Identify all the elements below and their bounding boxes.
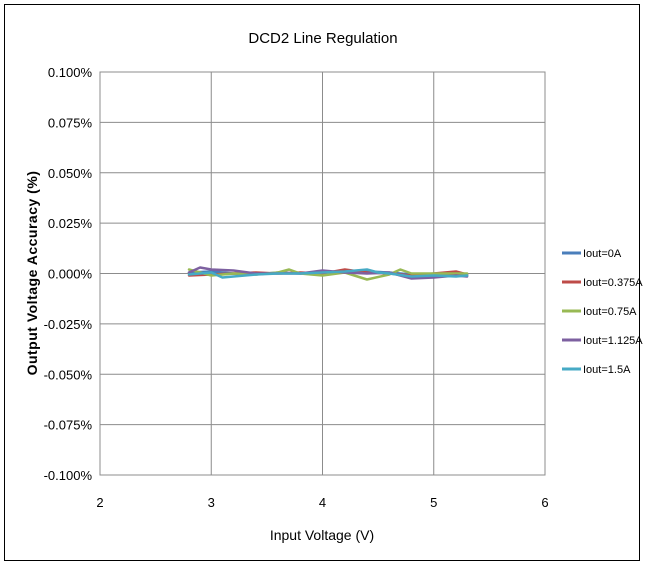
chart-title: DCD2 Line Regulation (248, 30, 397, 47)
plot-area (99, 71, 546, 476)
x-tick-label: 2 (96, 495, 103, 510)
legend-label: Iout=1.5A (583, 364, 631, 376)
y-tick-label: -0.050% (44, 367, 93, 382)
y-tick-label: 0.100% (48, 65, 93, 80)
series-line-3 (187, 268, 469, 281)
plot-border (99, 71, 546, 476)
y-tick-label: -0.075% (44, 418, 93, 433)
y-tick-label: 0.025% (48, 216, 93, 231)
x-axis-label: Input Voltage (V) (270, 527, 374, 543)
y-axis-label: Output Voltage Accuracy (%) (24, 171, 40, 376)
legend: Iout=0A Iout=0.375A Iout=0.75A Iout=1.125A I… (562, 248, 643, 376)
y-tick-label: 0.050% (48, 166, 93, 181)
x-tick-label: 3 (208, 495, 215, 510)
x-tick-label: 5 (430, 495, 437, 510)
series-lines (187, 266, 469, 281)
legend-label: Iout=0.75A (583, 306, 637, 318)
legend-label: Iout=1.125A (583, 335, 643, 347)
series-line-4 (187, 266, 469, 280)
legend-label: Iout=0A (583, 248, 622, 260)
x-tick-label: 6 (541, 495, 548, 510)
y-tick-labels: 0.100% 0.075% 0.050% 0.025% 0.000% -0.025% -0.… (44, 65, 93, 483)
x-tick-labels: 2 3 4 5 6 (96, 495, 548, 510)
y-tick-label: 0.000% (48, 267, 93, 282)
y-tick-label: -0.025% (44, 317, 93, 332)
x-tick-label: 4 (319, 495, 326, 510)
legend-label: Iout=0.375A (583, 277, 643, 289)
y-tick-label: 0.075% (48, 115, 93, 130)
series-line-5 (187, 268, 469, 279)
y-tick-label: -0.100% (44, 468, 93, 483)
